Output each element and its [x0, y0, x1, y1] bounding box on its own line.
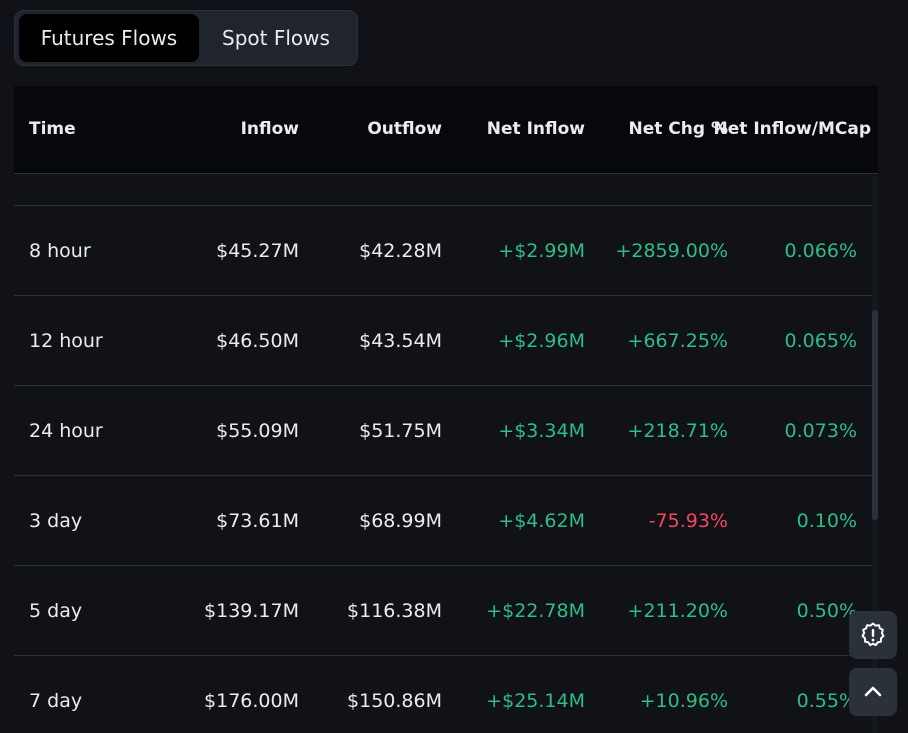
- cell-net-chg: +211.20%: [627, 600, 728, 622]
- table-body: 8 hour $45.27M $42.28M +$2.99M +2859.00% 0.06…: [14, 174, 872, 733]
- cell-time: 8 hour: [29, 240, 91, 262]
- cell-net-inflow-mcap: 0.066%: [784, 240, 857, 262]
- cell-outflow: $51.75M: [359, 420, 442, 442]
- cell-inflow: $139.17M: [204, 600, 299, 622]
- flow-type-tabs: Futures Flows Spot Flows: [14, 10, 358, 66]
- cell-net-inflow: +$22.78M: [486, 600, 585, 622]
- cell-net-inflow: +$3.34M: [498, 420, 585, 442]
- cell-time: 24 hour: [29, 420, 103, 442]
- cell-inflow: $46.50M: [216, 330, 299, 352]
- scrollbar-thumb[interactable]: [872, 310, 878, 520]
- cell-net-inflow: +$2.96M: [498, 330, 585, 352]
- cell-net-inflow-mcap: 0.55%: [796, 690, 857, 712]
- header-inflow: Inflow: [240, 119, 299, 139]
- cell-time: 12 hour: [29, 330, 103, 352]
- flows-table: Time Inflow Outflow Net Inflow Net Chg %…: [14, 86, 878, 733]
- header-net-inflow-mcap: Net Inflow/MCap: [713, 119, 871, 139]
- cell-inflow: $73.61M: [216, 510, 299, 532]
- cell-outflow: $43.54M: [359, 330, 442, 352]
- cell-net-inflow-mcap: 0.073%: [784, 420, 857, 442]
- cell-outflow: $150.86M: [347, 690, 442, 712]
- table-row: 7 day $176.00M $150.86M +$25.14M +10.96% 0.55…: [14, 656, 872, 733]
- cell-net-inflow-mcap: 0.065%: [784, 330, 857, 352]
- cell-net-inflow: +$25.14M: [486, 690, 585, 712]
- cell-inflow: $176.00M: [204, 690, 299, 712]
- cell-net-chg: +218.71%: [627, 420, 728, 442]
- chevron-up-icon: [864, 686, 882, 697]
- header-net-chg: Net Chg %: [628, 119, 728, 139]
- alert-badge-icon: [861, 622, 885, 647]
- cell-net-chg: +667.25%: [627, 330, 728, 352]
- table-header: Time Inflow Outflow Net Inflow Net Chg %…: [14, 86, 878, 174]
- table-row: 12 hour $46.50M $43.54M +$2.96M +667.25% 0.06…: [14, 296, 872, 386]
- cell-net-inflow-mcap: 0.50%: [796, 600, 857, 622]
- cell-net-inflow: +$4.62M: [498, 510, 585, 532]
- cell-outflow: $42.28M: [359, 240, 442, 262]
- table-row-partial: [14, 174, 872, 206]
- cell-net-inflow-mcap: 0.10%: [796, 510, 857, 532]
- cell-time: 3 day: [29, 510, 83, 532]
- alert-button[interactable]: [849, 611, 897, 659]
- cell-inflow: $45.27M: [216, 240, 299, 262]
- tab-spot-flows[interactable]: Spot Flows: [222, 26, 330, 50]
- cell-net-inflow: +$2.99M: [498, 240, 585, 262]
- cell-time: 7 day: [29, 690, 83, 712]
- cell-net-chg: -75.93%: [648, 510, 728, 532]
- header-time: Time: [29, 119, 76, 139]
- cell-inflow: $55.09M: [216, 420, 299, 442]
- cell-time: 5 day: [29, 600, 83, 622]
- cell-net-chg: +10.96%: [639, 690, 728, 712]
- scroll-to-top-button[interactable]: [849, 668, 897, 716]
- table-row: 8 hour $45.27M $42.28M +$2.99M +2859.00% 0.06…: [14, 206, 872, 296]
- cell-outflow: $68.99M: [359, 510, 442, 532]
- header-net-inflow: Net Inflow: [486, 119, 585, 139]
- table-row: 5 day $139.17M $116.38M +$22.78M +211.20% 0.5…: [14, 566, 872, 656]
- table-row: 24 hour $55.09M $51.75M +$3.34M +218.71% 0.07…: [14, 386, 872, 476]
- cell-net-chg: +2859.00%: [615, 240, 728, 262]
- header-outflow: Outflow: [367, 119, 442, 139]
- cell-outflow: $116.38M: [347, 600, 442, 622]
- table-row: 3 day $73.61M $68.99M +$4.62M -75.93% 0.10%: [14, 476, 872, 566]
- tab-futures-flows[interactable]: Futures Flows: [19, 14, 199, 62]
